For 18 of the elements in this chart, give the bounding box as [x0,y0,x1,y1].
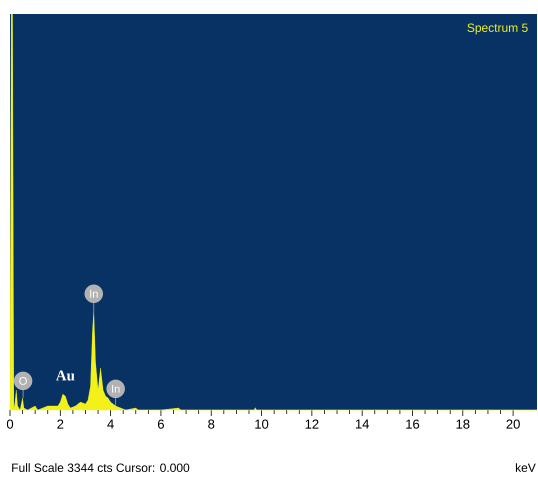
annotation: In [90,290,98,298]
x-tick-label: 12 [306,420,318,429]
x-tick-label: 8 [208,420,214,429]
x-tick-label: 20 [506,420,520,429]
text: Spectrum 5 [467,23,528,34]
x-tick-label: 4 [107,420,114,428]
x-tick-label: 18 [456,420,470,429]
x-tick-label: 6 [158,420,164,429]
x-axis-title: keV [516,463,536,472]
annotation: In [112,385,120,393]
x-tick-label: 0 [6,420,14,429]
x-tick-label: 14 [356,420,370,428]
x-tick-label: 16 [406,420,420,429]
x-tick-label: 2 [57,420,64,429]
annotation: O [19,377,27,385]
text: Full Scale 3344 cts Cursor: 0.000 [12,463,190,472]
x-tick-label: 10 [255,420,268,429]
annotation: Au [56,370,75,381]
